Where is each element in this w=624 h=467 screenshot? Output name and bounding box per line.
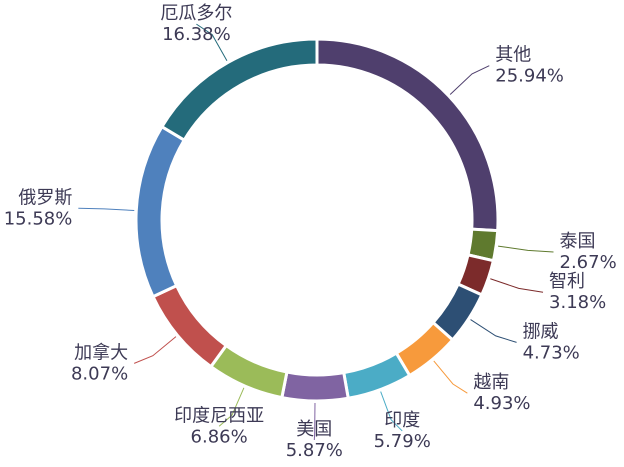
donut-slice xyxy=(134,124,187,299)
category-label: 越南 xyxy=(473,372,509,393)
category-label: 印度尼西亚 xyxy=(174,405,264,426)
leader-line xyxy=(490,278,544,293)
value-label: 15.58% xyxy=(4,208,73,229)
value-label: 3.18% xyxy=(549,292,606,313)
leader-line xyxy=(218,387,245,427)
category-label: 美国 xyxy=(296,419,332,440)
leader-line xyxy=(433,360,468,394)
category-label: 印度 xyxy=(384,410,420,431)
leader-line xyxy=(196,23,228,61)
donut-slice xyxy=(151,283,229,369)
leader-line xyxy=(470,319,517,343)
donut-slice xyxy=(159,37,319,143)
category-label: 加拿大 xyxy=(74,341,128,363)
category-label: 泰国 xyxy=(560,231,596,252)
value-label: 16.38% xyxy=(162,24,231,45)
value-label: 4.73% xyxy=(523,342,580,363)
category-label: 俄罗斯 xyxy=(18,187,72,208)
value-label: 25.94% xyxy=(495,66,564,87)
value-label: 8.07% xyxy=(71,363,128,384)
leader-line xyxy=(498,245,554,253)
category-label: 智利 xyxy=(549,271,585,292)
value-label: 5.79% xyxy=(374,431,431,452)
category-label: 挪威 xyxy=(523,321,559,342)
value-label: 4.93% xyxy=(473,393,530,414)
leader-line xyxy=(380,391,403,432)
leader-line xyxy=(78,207,135,211)
donut-slice xyxy=(280,370,350,403)
donut-slice xyxy=(315,37,500,233)
category-label: 厄瓜多尔 xyxy=(160,3,232,24)
category-label: 其他 xyxy=(495,45,531,66)
value-label: 2.67% xyxy=(560,252,617,273)
leader-line xyxy=(449,65,490,95)
donut-slice xyxy=(342,351,412,401)
leader-line xyxy=(133,336,177,364)
leader-line xyxy=(313,402,316,441)
value-label: 5.87% xyxy=(286,440,343,461)
value-label: 6.86% xyxy=(191,426,248,447)
